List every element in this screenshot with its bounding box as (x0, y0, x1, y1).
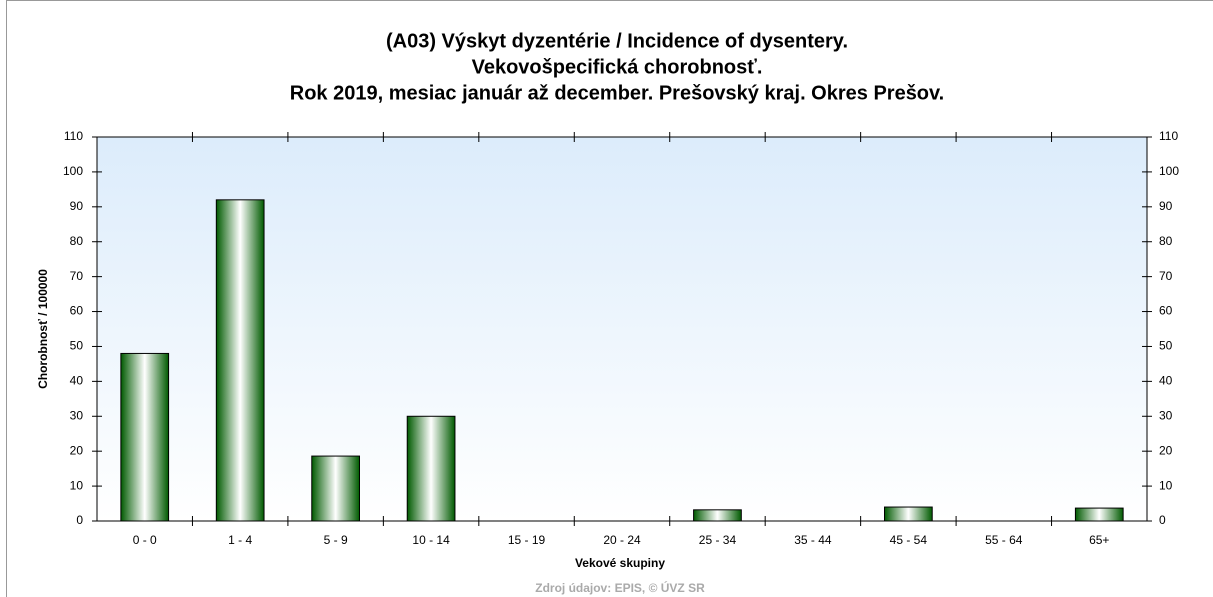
bar (215, 199, 265, 522)
y-tick-label: 100 (63, 164, 83, 178)
y-tick-label: 80 (70, 234, 84, 248)
y-axis-label: Chorobnosť / 100000 (36, 269, 50, 389)
chart-title: (A03) Výskyt dyzentérie / Incidence of d… (386, 30, 848, 52)
y2-tick-label: 60 (1159, 304, 1173, 318)
y-tick-label: 60 (70, 304, 84, 318)
y2-tick-label: 0 (1159, 513, 1166, 527)
y2-tick-label: 110 (1159, 129, 1178, 143)
y2-tick-label: 30 (1159, 408, 1173, 422)
x-tick-label: 1 - 4 (228, 533, 252, 547)
bar (884, 506, 933, 522)
y2-tick-label: 70 (1159, 269, 1173, 283)
plot-area (96, 136, 1148, 522)
x-tick-label: 45 - 54 (890, 533, 928, 547)
y-tick-label: 90 (70, 199, 84, 213)
y-tick-label: 10 (70, 478, 84, 492)
x-axis-label: Vekové skupiny (575, 556, 665, 570)
source: Zdroj údajov: EPIS, © ÚVZ SR (535, 580, 705, 595)
x-tick-label: 10 - 14 (412, 533, 450, 547)
y2-tick-label: 50 (1159, 339, 1173, 353)
y-tick-label: 20 (70, 443, 84, 457)
chart-title: Rok 2019, mesiac január až december. Pre… (290, 82, 944, 104)
frame (6, 0, 1213, 597)
x-tick-label: 55 - 64 (985, 533, 1023, 547)
y2-tick-label: 20 (1159, 443, 1173, 457)
y2-tick-label: 10 (1159, 478, 1173, 492)
y-tick-label: 70 (70, 269, 84, 283)
x-tick-label: 35 - 44 (794, 533, 832, 547)
bar (693, 509, 742, 522)
y2-tick-label: 80 (1159, 234, 1173, 248)
bar (1074, 507, 1124, 522)
bar (311, 455, 361, 522)
x-tick-label: 25 - 34 (699, 533, 737, 547)
y2-tick-label: 100 (1159, 164, 1179, 178)
bar (406, 415, 456, 522)
y-tick-label: 40 (70, 374, 84, 388)
x-tick-label: 0 - 0 (133, 533, 157, 547)
x-tick-label: 5 - 9 (324, 533, 348, 547)
x-tick-label: 65+ (1089, 533, 1109, 547)
bar (120, 352, 170, 522)
chart-title: Vekovošpecifická chorobnosť. (472, 56, 763, 78)
y-tick-label: 50 (70, 339, 84, 353)
x-tick-label: 20 - 24 (603, 533, 641, 547)
y-tick-label: 0 (76, 513, 83, 527)
x-tick-label: 15 - 19 (508, 533, 546, 547)
y2-tick-label: 40 (1159, 374, 1173, 388)
y-tick-label: 110 (64, 129, 83, 143)
y-tick-label: 30 (70, 408, 84, 422)
y2-tick-label: 90 (1159, 199, 1173, 213)
